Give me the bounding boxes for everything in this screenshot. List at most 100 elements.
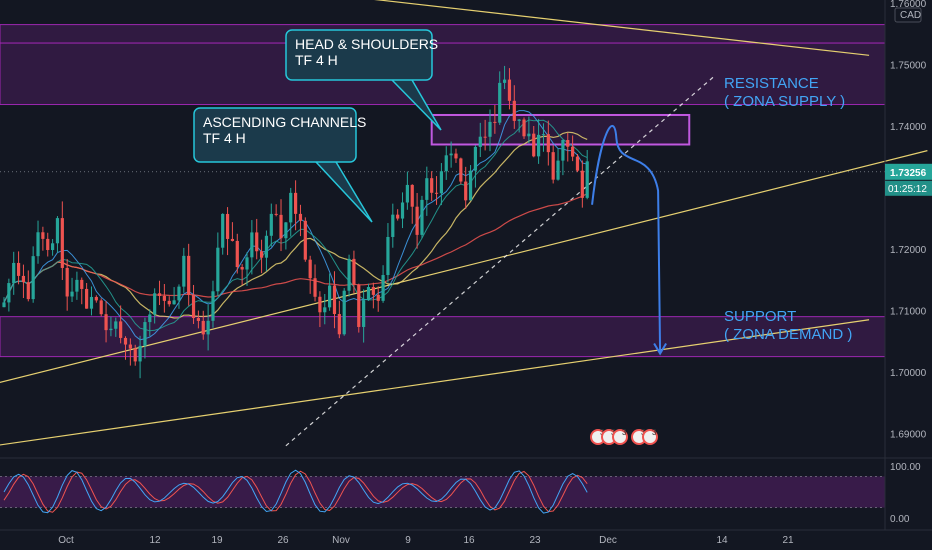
candle-80[interactable] (391, 203, 395, 248)
candle-1[interactable] (7, 278, 11, 312)
candle-53[interactable] (259, 239, 264, 274)
candle-101[interactable] (493, 104, 497, 134)
candle-65[interactable] (318, 291, 322, 328)
candle-59[interactable] (289, 187, 293, 237)
candle-33[interactable] (162, 284, 166, 313)
candle-90[interactable] (439, 163, 443, 206)
candle-110[interactable] (537, 118, 541, 164)
candle-48[interactable] (235, 233, 239, 274)
oscillator-pane[interactable] (0, 457, 932, 528)
candle-9[interactable] (46, 232, 50, 257)
candle-18[interactable] (89, 286, 94, 316)
candle-19[interactable] (94, 295, 98, 303)
candle-7[interactable] (36, 220, 40, 264)
candle-5[interactable] (26, 270, 30, 302)
candle-85[interactable] (415, 192, 419, 249)
candle-37[interactable] (182, 247, 186, 293)
candle-81[interactable] (396, 209, 400, 221)
candle-78[interactable] (381, 265, 385, 303)
candle-118[interactable] (575, 153, 580, 173)
candle-72[interactable] (352, 250, 356, 294)
event-badge-2[interactable]: 3 (612, 428, 628, 445)
candle-68[interactable] (332, 271, 337, 329)
candle-75[interactable] (366, 283, 371, 301)
candles-layer[interactable] (2, 65, 589, 379)
candle-91[interactable] (444, 146, 448, 180)
candle-50[interactable] (245, 252, 249, 286)
candle-17[interactable] (85, 283, 89, 309)
candle-10[interactable] (51, 239, 55, 256)
candle-43[interactable] (211, 280, 215, 328)
candle-24[interactable] (119, 305, 123, 344)
candle-84[interactable] (410, 184, 414, 224)
candle-56[interactable] (274, 204, 278, 217)
candle-89[interactable] (434, 176, 439, 205)
candle-99[interactable] (483, 119, 487, 151)
candle-102[interactable] (498, 71, 502, 125)
candle-119[interactable] (580, 160, 584, 208)
candle-49[interactable] (240, 264, 244, 285)
candle-35[interactable] (172, 287, 176, 305)
candle-54[interactable] (264, 230, 269, 272)
candle-30[interactable] (148, 309, 152, 337)
candle-82[interactable] (400, 192, 405, 229)
candle-92[interactable] (449, 141, 453, 168)
candle-77[interactable] (376, 286, 380, 312)
event-badge-4[interactable]: 3 (642, 428, 658, 445)
candle-71[interactable] (347, 254, 351, 297)
candle-104[interactable] (507, 68, 512, 110)
candle-105[interactable] (512, 85, 516, 129)
candle-66[interactable] (323, 293, 327, 325)
candle-2[interactable] (12, 251, 16, 295)
candle-45[interactable] (221, 213, 225, 255)
candle-36[interactable] (177, 284, 181, 309)
candle-107[interactable] (522, 117, 526, 139)
candle-97[interactable] (473, 145, 478, 188)
candle-98[interactable] (478, 122, 482, 158)
candle-114[interactable] (556, 148, 560, 181)
candle-44[interactable] (216, 232, 220, 296)
candle-29[interactable] (143, 317, 147, 359)
candle-94[interactable] (459, 157, 463, 185)
candle-60[interactable] (294, 180, 298, 231)
candle-14[interactable] (70, 277, 74, 302)
candle-62[interactable] (303, 217, 307, 262)
candle-3[interactable] (16, 251, 21, 285)
candle-0[interactable] (2, 297, 6, 308)
candle-109[interactable] (532, 126, 536, 158)
candle-15[interactable] (75, 271, 79, 300)
candle-51[interactable] (250, 220, 254, 275)
candle-23[interactable] (114, 317, 118, 337)
candle-46[interactable] (225, 207, 230, 256)
candle-113[interactable] (551, 145, 555, 184)
candle-21[interactable] (104, 300, 108, 343)
candle-20[interactable] (99, 298, 103, 317)
candle-67[interactable] (328, 273, 332, 311)
candle-52[interactable] (255, 218, 259, 260)
candle-106[interactable] (517, 118, 521, 133)
candle-100[interactable] (488, 109, 492, 152)
candle-95[interactable] (464, 166, 468, 209)
candle-64[interactable] (313, 264, 317, 302)
candle-26[interactable] (128, 338, 132, 366)
candle-13[interactable] (65, 259, 69, 311)
candle-87[interactable] (425, 166, 429, 216)
candle-61[interactable] (298, 204, 303, 237)
candle-79[interactable] (386, 223, 390, 283)
candle-28[interactable] (138, 335, 142, 379)
candle-70[interactable] (342, 288, 346, 336)
candle-25[interactable] (123, 336, 128, 360)
candle-83[interactable] (405, 171, 409, 210)
candle-111[interactable] (541, 123, 546, 152)
candle-34[interactable] (167, 296, 171, 307)
candle-47[interactable] (230, 222, 235, 242)
candle-16[interactable] (80, 277, 84, 305)
candle-74[interactable] (362, 289, 366, 343)
candle-63[interactable] (308, 255, 312, 294)
candle-69[interactable] (337, 300, 341, 339)
candle-4[interactable] (21, 264, 26, 298)
candle-31[interactable] (153, 288, 157, 324)
candle-38[interactable] (187, 243, 191, 306)
candle-32[interactable] (157, 280, 162, 306)
candle-8[interactable] (41, 226, 45, 251)
